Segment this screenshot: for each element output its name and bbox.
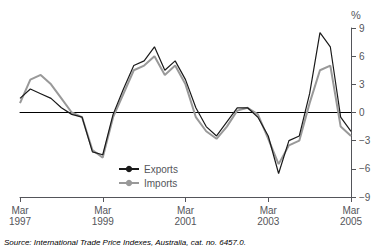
svg-text:%: % — [351, 9, 361, 21]
svg-text:Mar: Mar — [94, 205, 112, 216]
svg-text:Mar: Mar — [177, 205, 195, 216]
svg-text:9: 9 — [359, 23, 365, 34]
svg-text:1999: 1999 — [92, 216, 115, 227]
svg-text:Source: International Trade Pr: Source: International Trade Price Indexe… — [4, 238, 246, 247]
svg-text:Mar: Mar — [342, 205, 360, 216]
svg-text:1997: 1997 — [9, 216, 32, 227]
svg-text:6: 6 — [359, 51, 365, 62]
svg-text:−3: −3 — [359, 135, 371, 146]
svg-text:−9: −9 — [359, 192, 371, 203]
svg-text:3: 3 — [359, 79, 365, 90]
svg-text:2005: 2005 — [340, 216, 363, 227]
svg-text:0: 0 — [359, 107, 365, 118]
svg-text:Exports: Exports — [144, 164, 178, 175]
svg-text:Mar: Mar — [260, 205, 278, 216]
svg-text:2001: 2001 — [174, 216, 197, 227]
svg-text:Imports: Imports — [144, 178, 177, 189]
svg-text:Mar: Mar — [11, 205, 29, 216]
svg-text:2003: 2003 — [257, 216, 280, 227]
svg-text:−6: −6 — [359, 163, 371, 174]
